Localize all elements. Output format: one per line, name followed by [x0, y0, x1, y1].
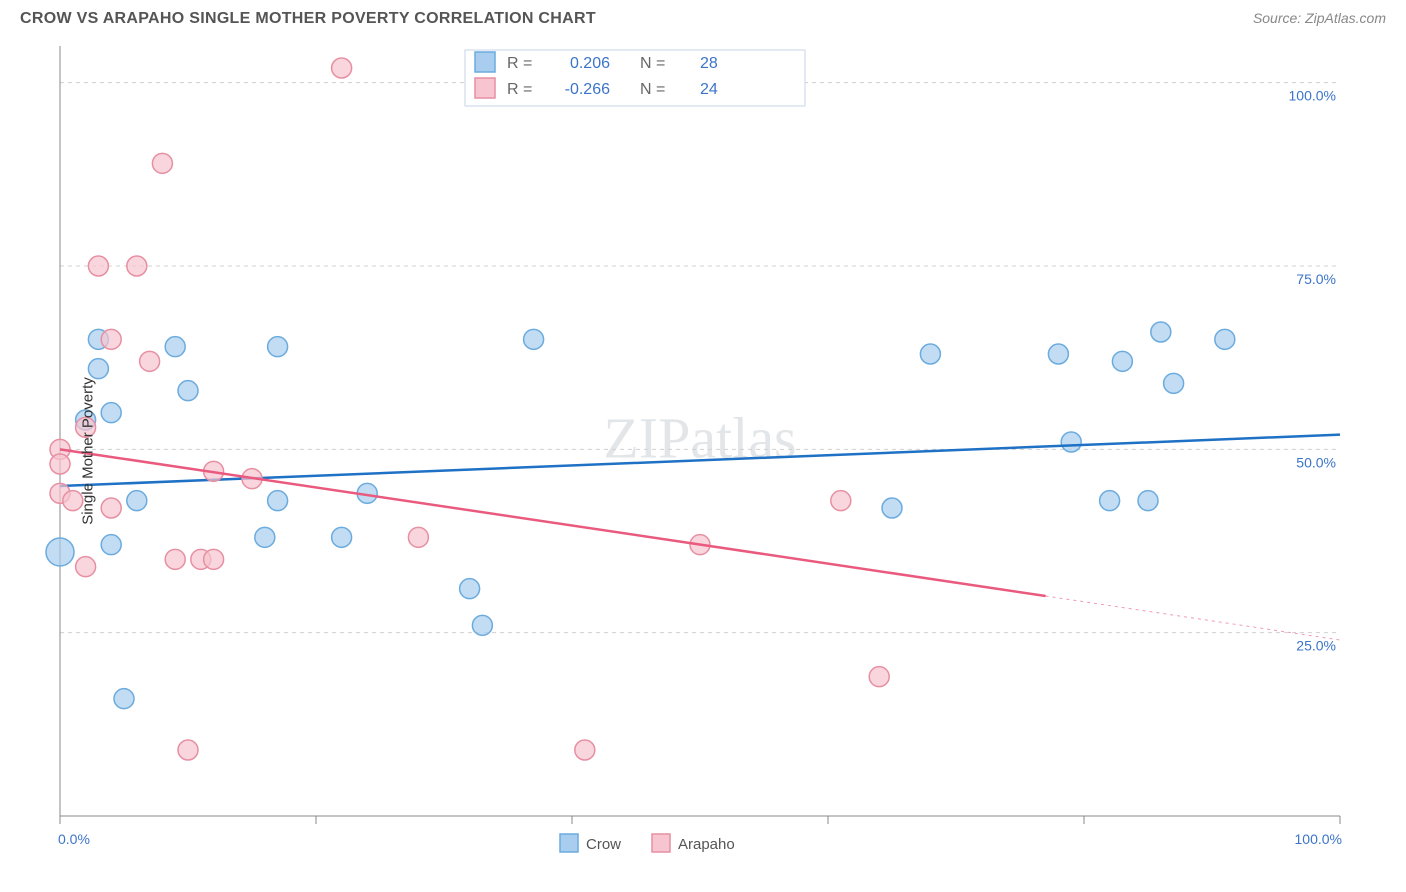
scatter-chart: 0.0%100.0%25.0%50.0%75.0%100.0%ZIPatlasR… [10, 36, 1396, 866]
svg-text:50.0%: 50.0% [1296, 454, 1336, 470]
chart-header: CROW VS ARAPAHO SINGLE MOTHER POVERTY CO… [10, 10, 1396, 36]
svg-text:28: 28 [700, 55, 718, 72]
svg-text:R =: R = [507, 55, 532, 72]
chart-title: CROW VS ARAPAHO SINGLE MOTHER POVERTY CO… [20, 10, 596, 28]
svg-text:0.206: 0.206 [570, 55, 610, 72]
svg-text:100.0%: 100.0% [1289, 88, 1336, 104]
svg-text:-0.266: -0.266 [565, 81, 610, 98]
svg-text:R =: R = [507, 81, 532, 98]
svg-text:100.0%: 100.0% [1295, 831, 1342, 847]
svg-text:24: 24 [700, 81, 718, 98]
svg-text:N =: N = [640, 81, 665, 98]
chart-source: Source: ZipAtlas.com [1253, 10, 1386, 26]
svg-text:75.0%: 75.0% [1296, 271, 1336, 287]
svg-text:Arapaho: Arapaho [678, 836, 735, 853]
svg-text:25.0%: 25.0% [1296, 638, 1336, 654]
svg-text:0.0%: 0.0% [58, 831, 90, 847]
y-axis-label: Single Mother Poverty [79, 377, 96, 525]
chart-container: Single Mother Poverty 0.0% 100.0% 25.0% 50.… [10, 36, 1396, 866]
svg-text:Crow: Crow [586, 836, 621, 853]
svg-text:N =: N = [640, 55, 665, 72]
